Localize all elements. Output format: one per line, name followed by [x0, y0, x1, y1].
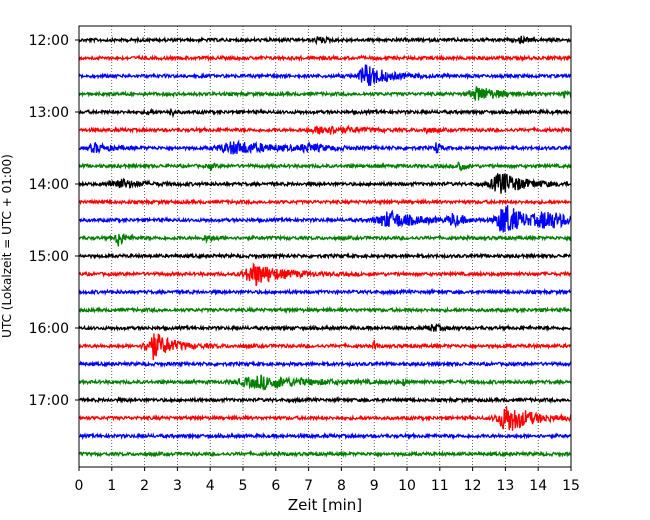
trace-line — [78, 124, 572, 136]
trace-line — [78, 374, 572, 391]
y-axis-label: UTC (Lokalzeit = UTC + 01:00) — [0, 154, 14, 338]
x-tick-label: 5 — [239, 478, 248, 494]
x-tick-label: 10 — [398, 478, 416, 494]
traces — [78, 34, 572, 458]
x-tick-label: 0 — [75, 478, 84, 494]
y-tick-label: 15:00 — [29, 249, 69, 265]
trace-line — [78, 64, 572, 86]
trace-line — [78, 233, 572, 247]
x-tick-label: 13 — [496, 478, 514, 494]
trace-line — [78, 262, 571, 287]
x-axis-label: Zeit [min] — [288, 496, 362, 514]
plot-background — [79, 26, 571, 467]
x-tick-label: 8 — [337, 478, 346, 494]
x-tick-label: 12 — [464, 478, 482, 494]
trace-line — [78, 173, 572, 194]
x-axis: 0 1 2 3 4 5 6 7 8 9 10 11 12 13 14 15 — [75, 467, 580, 494]
y-tick-label: 12:00 — [29, 33, 69, 49]
x-tick-label: 7 — [304, 478, 313, 494]
trace-line — [78, 107, 572, 119]
x-tick-label: 11 — [431, 478, 449, 494]
trace-line — [78, 205, 572, 233]
trace-line — [78, 333, 572, 361]
x-tick-label: 9 — [370, 478, 379, 494]
y-tick-label: 13:00 — [29, 105, 69, 121]
trace-line — [78, 406, 572, 431]
x-tick-label: 2 — [140, 478, 149, 494]
x-tick-label: 3 — [173, 478, 182, 494]
x-tick-label: 14 — [529, 478, 547, 494]
trace-line — [78, 251, 572, 260]
x-tick-label: 6 — [271, 478, 280, 494]
trace-line — [78, 197, 572, 207]
trace-line — [78, 287, 572, 297]
trace-line — [78, 431, 572, 441]
trace-line — [78, 395, 572, 405]
y-tick-label: 16:00 — [29, 321, 69, 337]
plot-frame — [78, 25, 572, 468]
trace-line — [78, 86, 572, 101]
trace-line — [78, 322, 572, 333]
x-tick-label: 15 — [562, 478, 580, 494]
x-tick-label: 4 — [206, 478, 215, 494]
y-tick-label: 14:00 — [29, 177, 69, 193]
trace-line — [78, 139, 572, 155]
trace-line — [78, 449, 572, 458]
trace-line — [78, 359, 572, 369]
y-axis: 12:00 13:00 14:00 15:00 16:00 17:00 — [29, 33, 79, 409]
trace-line — [78, 53, 572, 63]
trace-line — [78, 305, 572, 315]
x-tick-label: 1 — [107, 478, 116, 494]
trace-line — [78, 161, 572, 172]
trace-line — [78, 34, 572, 46]
y-tick-label: 17:00 — [29, 393, 69, 409]
